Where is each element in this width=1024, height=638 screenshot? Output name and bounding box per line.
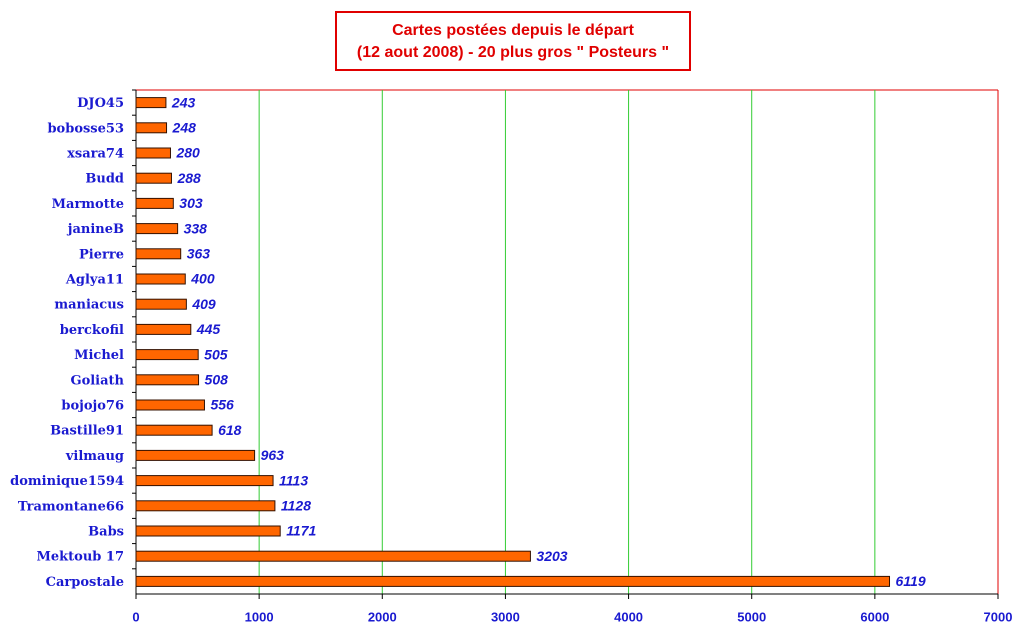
y-tick-label: Pierre <box>79 247 124 262</box>
bar <box>135 575 891 587</box>
y-tick-label: Aglya11 <box>65 273 124 288</box>
value-label: 409 <box>191 296 216 312</box>
bar <box>135 374 200 386</box>
y-tick-label: dominique1594 <box>10 474 124 489</box>
value-label: 400 <box>190 271 215 287</box>
chart-subtitle: (12 aout 2008) - 20 plus gros " Posteurs… <box>357 44 669 61</box>
title-box <box>335 11 691 71</box>
value-label: 338 <box>184 220 208 236</box>
bar <box>135 399 205 411</box>
bar <box>135 147 171 159</box>
value-label: 363 <box>187 246 211 262</box>
value-label: 248 <box>172 120 197 136</box>
y-tick-label: bojojo76 <box>61 399 124 414</box>
bar <box>135 323 192 335</box>
y-tick-label: Carpostale <box>46 575 124 590</box>
value-label: 288 <box>176 170 201 186</box>
value-label: 963 <box>261 447 285 463</box>
value-label: 445 <box>196 321 221 337</box>
bar <box>135 525 281 537</box>
chart-title: Cartes postées depuis le départ <box>392 22 635 39</box>
y-tick-label: janineB <box>67 222 124 237</box>
bar <box>135 172 172 184</box>
y-tick-label: Babs <box>88 525 124 540</box>
bar <box>135 197 174 209</box>
value-label: 1113 <box>279 472 308 488</box>
x-tick-label: 0 <box>132 609 139 624</box>
value-label: 618 <box>218 422 242 438</box>
x-tick-label: 3000 <box>491 609 520 624</box>
bar <box>135 424 213 436</box>
y-tick-label: Tramontane66 <box>18 499 124 514</box>
bar <box>135 475 274 487</box>
y-tick-label: Goliath <box>70 373 124 388</box>
value-label: 556 <box>210 397 234 413</box>
x-tick-label: 2000 <box>368 609 397 624</box>
value-label: 3203 <box>536 548 567 564</box>
y-tick-label: berckofil <box>60 323 124 338</box>
bar <box>135 550 531 562</box>
y-tick-label: Bastille91 <box>50 424 124 439</box>
y-tick-label: DJO45 <box>77 96 124 111</box>
y-tick-label: xsara74 <box>67 147 124 162</box>
x-tick-label: 7000 <box>984 609 1013 624</box>
y-tick-label: Mektoub 17 <box>36 550 124 565</box>
x-tick-label: 6000 <box>860 609 889 624</box>
bar <box>135 223 179 235</box>
bar <box>135 122 168 134</box>
y-tick-label: bobosse53 <box>47 121 124 136</box>
bar <box>135 97 167 109</box>
x-tick-label: 4000 <box>614 609 643 624</box>
bar <box>135 298 187 310</box>
value-label: 505 <box>204 346 228 362</box>
x-tick-label: 5000 <box>737 609 766 624</box>
y-tick-label: Michel <box>74 348 124 363</box>
value-label: 280 <box>175 145 200 161</box>
bar <box>135 500 276 512</box>
value-label: 243 <box>171 94 196 110</box>
x-tick-label: 1000 <box>245 609 274 624</box>
bar <box>135 349 199 361</box>
bar <box>135 449 256 461</box>
value-label: 1128 <box>281 498 311 514</box>
y-tick-label: Budd <box>85 172 124 187</box>
value-label: 6119 <box>896 573 926 589</box>
y-tick-label: vilmaug <box>65 449 124 464</box>
y-tick-label: maniacus <box>54 298 124 313</box>
value-label: 303 <box>179 195 203 211</box>
value-label: 1171 <box>286 523 316 539</box>
bar <box>135 273 186 285</box>
y-tick-label: Marmotte <box>52 197 124 212</box>
bar <box>135 248 182 260</box>
value-label: 508 <box>205 372 229 388</box>
